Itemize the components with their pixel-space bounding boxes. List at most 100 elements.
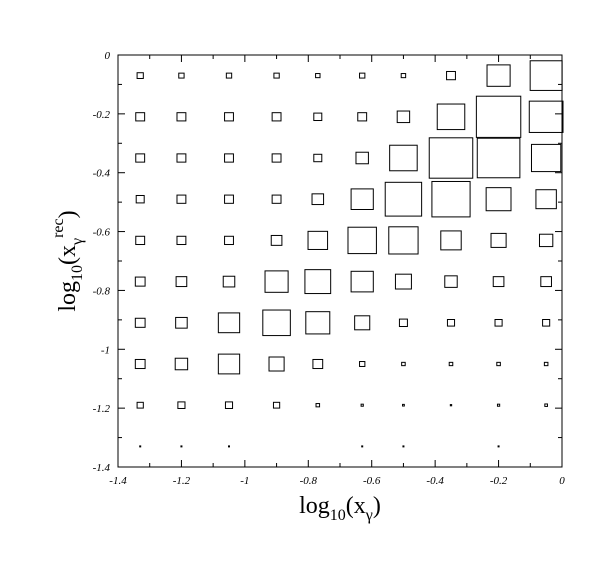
bin-box [217, 312, 241, 334]
bin-box [272, 401, 281, 409]
y-axis-title-rec: rec [50, 218, 67, 238]
y-tick-label: 0 [105, 50, 111, 62]
bin-box [496, 403, 501, 407]
x-axis-title-gamma: γ [365, 507, 373, 524]
bin-box [544, 403, 548, 407]
bin-box [225, 72, 233, 79]
bin-box [305, 311, 331, 335]
bin-box [313, 153, 323, 163]
bin-box [542, 319, 551, 327]
bin-box [449, 404, 453, 407]
bin-box [228, 445, 230, 448]
bin-box [176, 153, 187, 163]
x-axis-title-open: (x [346, 493, 366, 519]
bin-box [357, 112, 368, 122]
bin-box [535, 189, 557, 210]
bin-box [271, 112, 282, 122]
bin-box [175, 276, 188, 288]
bin-box [224, 235, 234, 246]
bin-box [176, 112, 187, 122]
bin-box [174, 357, 189, 371]
y-axis-title: log10(xγrec) [50, 210, 86, 311]
y-tick-label: -0.8 [93, 285, 111, 297]
x-tick-label: 0 [559, 475, 565, 487]
bin-box [180, 445, 183, 448]
bin-box [528, 100, 564, 133]
bin-box [475, 95, 522, 138]
bin-box [270, 234, 283, 246]
bin-box [398, 318, 408, 328]
bin-box [347, 226, 377, 255]
bin-box [394, 273, 412, 290]
axis-ticks [117, 54, 563, 468]
bin-box [448, 361, 454, 367]
x-axis-title-base-10: 10 [330, 507, 346, 524]
bin-box [313, 112, 323, 122]
bin-box [315, 73, 321, 79]
bin-box [538, 233, 554, 248]
bin-box [312, 358, 324, 370]
bin-box [224, 112, 234, 122]
x-tick-label: -1.2 [173, 475, 191, 487]
bin-box [262, 309, 291, 337]
x-tick-label: -0.6 [363, 475, 381, 487]
bin-box [135, 112, 146, 122]
bin-box [444, 275, 458, 288]
y-axis-title-log: log [55, 281, 81, 312]
bin-box [440, 230, 462, 251]
x-axis-title-close: ) [373, 493, 381, 519]
bin-box [136, 401, 144, 409]
bin-box [396, 110, 411, 124]
y-axis-title-base-10: 10 [69, 265, 86, 281]
bin-box [492, 276, 505, 288]
y-axis-title-close: ) [55, 210, 81, 218]
bin-box [354, 315, 371, 331]
bin-box [178, 72, 185, 79]
bin-box [359, 72, 366, 79]
bin-box [494, 319, 503, 327]
bin-box [139, 445, 142, 448]
bin-box [135, 194, 145, 204]
y-tick-label: -1.4 [93, 462, 111, 474]
bin-box [490, 232, 507, 248]
y-tick-label: -0.6 [93, 227, 111, 239]
bin-box [540, 276, 552, 288]
bin-box [384, 181, 423, 217]
bin-box [271, 153, 282, 163]
bin-box [476, 137, 521, 179]
bin-box [222, 275, 236, 288]
bin-box [431, 180, 471, 218]
x-axis-title: log10(xγ) [299, 493, 381, 524]
bin-box [543, 361, 549, 367]
y-axis-title-gamma: γ [69, 238, 86, 246]
bin-box [530, 143, 562, 173]
bin-box [134, 317, 146, 328]
bin-box [497, 445, 500, 448]
bin-box [400, 73, 407, 79]
y-tick-label: -1.2 [93, 403, 111, 415]
bin-box [355, 151, 369, 165]
y-axis-title-open: (x [55, 245, 81, 265]
bin-box [271, 194, 282, 204]
bin-box [446, 319, 456, 327]
bin-box [311, 193, 325, 206]
bin-box [496, 361, 501, 367]
bin-box [388, 226, 419, 255]
bin-box [224, 153, 234, 163]
bin-box [361, 445, 364, 448]
bin-box [176, 235, 187, 246]
bin-box [176, 194, 187, 204]
bin-box [486, 64, 511, 87]
bin-box [428, 137, 474, 179]
tick-labels: -1.4 -1.2 -1 -0.8 -0.6 -0.4 -0.2 0 0 -0.2 -0.4 -0.6… [93, 50, 566, 487]
bin-box [224, 401, 234, 409]
x-tick-label: -0.8 [300, 475, 318, 487]
bin-box [264, 270, 289, 293]
bin-box [436, 103, 466, 131]
bin-box [268, 356, 285, 372]
bin-box [350, 270, 374, 293]
bin-box [359, 361, 366, 367]
bin-box [402, 403, 405, 407]
x-tick-label: -1.4 [109, 475, 127, 487]
